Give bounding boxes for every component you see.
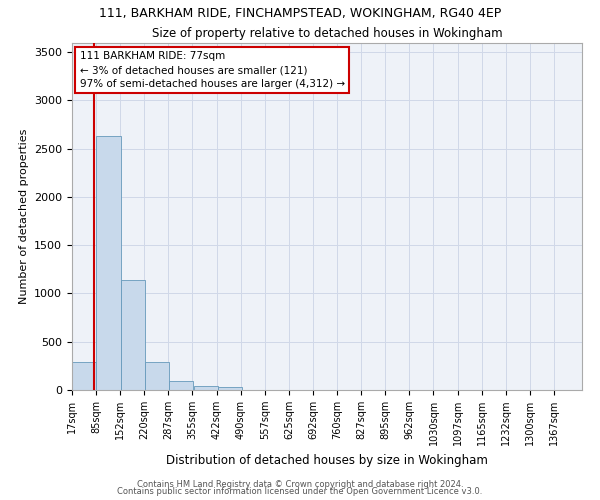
Text: 111 BARKHAM RIDE: 77sqm
← 3% of detached houses are smaller (121)
97% of semi-de: 111 BARKHAM RIDE: 77sqm ← 3% of detached… <box>80 51 345 89</box>
Text: 111, BARKHAM RIDE, FINCHAMPSTEAD, WOKINGHAM, RG40 4EP: 111, BARKHAM RIDE, FINCHAMPSTEAD, WOKING… <box>99 8 501 20</box>
Bar <box>218 386 242 390</box>
Text: Contains public sector information licensed under the Open Government Licence v3: Contains public sector information licen… <box>118 488 482 496</box>
Title: Size of property relative to detached houses in Wokingham: Size of property relative to detached ho… <box>152 27 502 40</box>
Bar <box>194 386 218 390</box>
X-axis label: Distribution of detached houses by size in Wokingham: Distribution of detached houses by size … <box>166 454 488 466</box>
Bar <box>121 280 145 390</box>
Bar <box>145 362 169 390</box>
Y-axis label: Number of detached properties: Number of detached properties <box>19 128 29 304</box>
Bar <box>72 362 96 390</box>
Bar <box>169 382 193 390</box>
Bar <box>97 136 121 390</box>
Text: Contains HM Land Registry data © Crown copyright and database right 2024.: Contains HM Land Registry data © Crown c… <box>137 480 463 489</box>
